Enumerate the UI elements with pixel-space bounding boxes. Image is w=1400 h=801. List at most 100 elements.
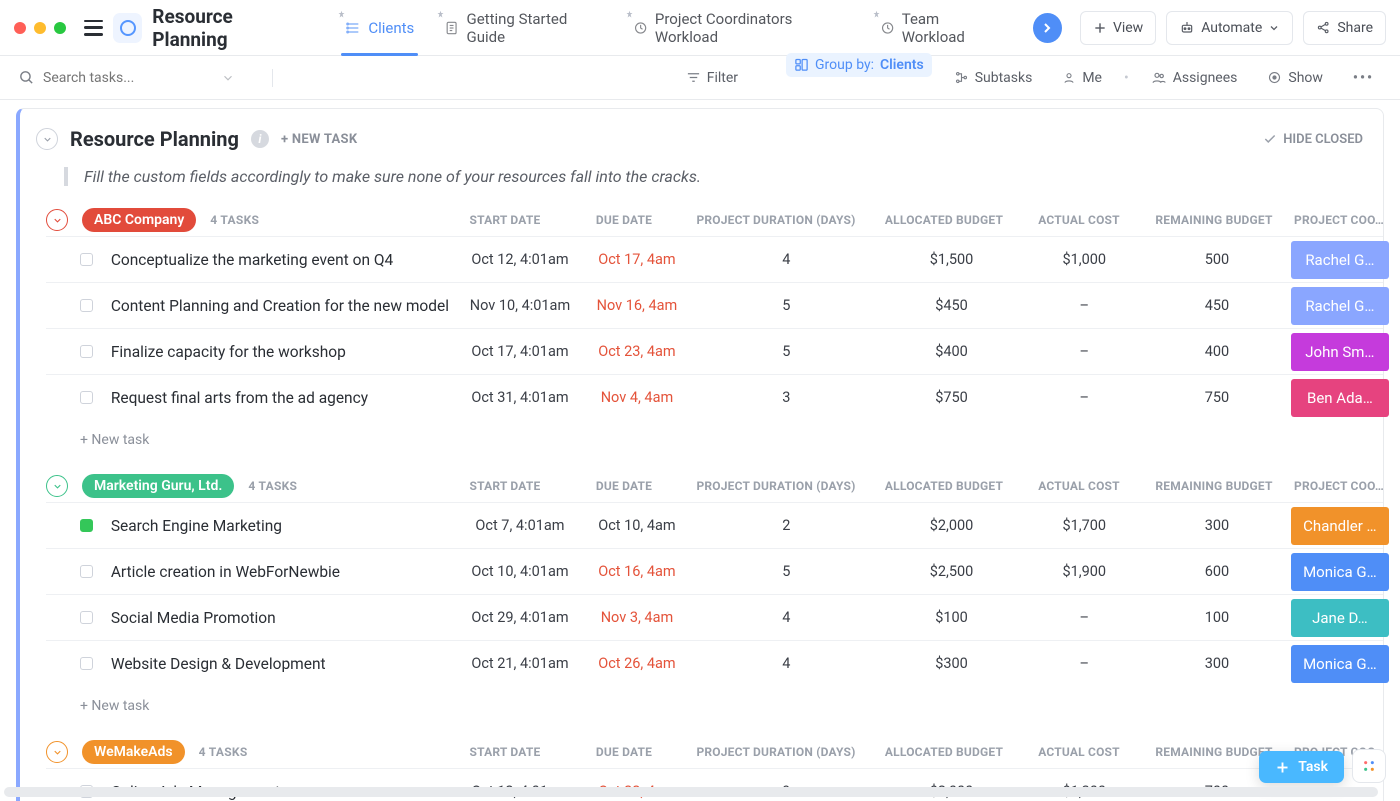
space-icon[interactable] xyxy=(113,13,142,43)
duration-cell[interactable]: 4 xyxy=(695,647,878,680)
assignees-button[interactable]: Assignees xyxy=(1143,66,1246,90)
column-header[interactable]: DUE DATE xyxy=(565,479,683,493)
task-row[interactable]: Search Engine MarketingOct 7, 4:01amOct … xyxy=(46,502,1383,548)
actual-cost-cell[interactable]: – xyxy=(1025,647,1143,680)
remaining-budget-cell[interactable]: 300 xyxy=(1143,647,1290,680)
column-header[interactable]: REMAINING BUDGET xyxy=(1139,479,1289,493)
next-view-button[interactable] xyxy=(1033,13,1062,43)
actual-cost-cell[interactable]: – xyxy=(1025,289,1143,322)
client-pill[interactable]: ABC Company xyxy=(82,208,196,232)
start-date-cell[interactable]: Oct 31, 4:01am xyxy=(461,381,579,414)
collapse-list-button[interactable] xyxy=(36,128,58,150)
hide-closed-button[interactable]: HIDE CLOSED xyxy=(1263,132,1363,147)
search-input[interactable] xyxy=(43,70,213,86)
task-name[interactable]: Article creation in WebForNewbie xyxy=(111,563,461,581)
coordinator-cell[interactable]: Jane D… xyxy=(1291,599,1389,637)
me-button[interactable]: Me xyxy=(1054,66,1110,90)
task-row[interactable]: Conceptualize the marketing event on Q4O… xyxy=(46,236,1383,282)
coordinator-chip[interactable]: Rachel G… xyxy=(1291,241,1389,279)
column-header[interactable]: PROJECT DURATION (DAYS) xyxy=(683,745,869,759)
allocated-budget-cell[interactable]: $1,500 xyxy=(878,243,1025,276)
collapse-group-button[interactable] xyxy=(46,475,68,497)
column-header[interactable]: ALLOCATED BUDGET xyxy=(869,745,1019,759)
task-row[interactable]: Finalize capacity for the workshopOct 17… xyxy=(46,328,1383,374)
allocated-budget-cell[interactable]: $300 xyxy=(878,647,1025,680)
coordinator-chip[interactable]: John Sm… xyxy=(1291,333,1389,371)
actual-cost-cell[interactable]: $1,900 xyxy=(1025,555,1143,588)
collapse-group-button[interactable] xyxy=(46,741,68,763)
status-checkbox[interactable] xyxy=(80,345,93,358)
status-checkbox[interactable] xyxy=(80,253,93,266)
column-header[interactable]: PROJECT DURATION (DAYS) xyxy=(683,479,869,493)
hamburger-icon[interactable] xyxy=(84,20,103,36)
tab-project-coordinators-workload[interactable]: Project Coordinators Workload xyxy=(619,0,864,56)
column-header[interactable]: ACTUAL COST xyxy=(1019,213,1139,227)
column-header[interactable]: PROJECT COO… xyxy=(1289,479,1389,493)
actual-cost-cell[interactable]: – xyxy=(1025,601,1143,634)
start-date-cell[interactable]: Oct 21, 4:01am xyxy=(461,647,579,680)
start-date-cell[interactable]: Oct 29, 4:01am xyxy=(461,601,579,634)
remaining-budget-cell[interactable]: 500 xyxy=(1143,243,1290,276)
coordinator-cell[interactable]: Monica G… xyxy=(1291,645,1389,683)
remaining-budget-cell[interactable]: 750 xyxy=(1143,381,1290,414)
due-date-cell[interactable]: Nov 4, 4am xyxy=(579,381,695,414)
close-window-icon[interactable] xyxy=(14,22,26,34)
coordinator-cell[interactable]: Ben Ada… xyxy=(1291,379,1389,417)
allocated-budget-cell[interactable]: $2,000 xyxy=(878,509,1025,542)
collapse-group-button[interactable] xyxy=(46,209,68,231)
column-header[interactable]: ALLOCATED BUDGET xyxy=(869,479,1019,493)
task-row[interactable]: Website Design & DevelopmentOct 21, 4:01… xyxy=(46,640,1383,686)
allocated-budget-cell[interactable]: $750 xyxy=(878,381,1025,414)
start-date-cell[interactable]: Oct 17, 4:01am xyxy=(461,335,579,368)
column-header[interactable]: ALLOCATED BUDGET xyxy=(869,213,1019,227)
new-task-link[interactable]: + NEW TASK xyxy=(281,132,357,147)
add-task-row[interactable]: + New task xyxy=(46,420,1383,448)
tab-team-workload[interactable]: Team Workload xyxy=(866,0,1015,56)
column-header[interactable]: PROJECT DURATION (DAYS) xyxy=(683,213,869,227)
due-date-cell[interactable]: Oct 17, 4am xyxy=(579,243,695,276)
filter-button[interactable]: Filter xyxy=(678,66,746,90)
due-date-cell[interactable]: Nov 16, 4am xyxy=(579,289,695,322)
column-header[interactable]: DUE DATE xyxy=(565,213,683,227)
task-name[interactable]: Website Design & Development xyxy=(111,655,461,673)
task-name[interactable]: Content Planning and Creation for the ne… xyxy=(111,297,461,315)
start-date-cell[interactable]: Oct 12, 4:01am xyxy=(461,243,579,276)
due-date-cell[interactable]: Oct 10, 4am xyxy=(579,509,695,542)
remaining-budget-cell[interactable]: 300 xyxy=(1143,509,1290,542)
column-header[interactable]: ACTUAL COST xyxy=(1019,479,1139,493)
task-name[interactable]: Social Media Promotion xyxy=(111,609,461,627)
coordinator-chip[interactable]: Monica G… xyxy=(1291,645,1389,683)
duration-cell[interactable]: 4 xyxy=(695,601,878,634)
allocated-budget-cell[interactable]: $450 xyxy=(878,289,1025,322)
info-icon[interactable]: i xyxy=(251,130,269,148)
coordinator-cell[interactable]: Chandler … xyxy=(1291,507,1389,545)
remaining-budget-cell[interactable]: 450 xyxy=(1143,289,1290,322)
status-checkbox[interactable] xyxy=(80,611,93,624)
allocated-budget-cell[interactable]: $100 xyxy=(878,601,1025,634)
status-checkbox[interactable] xyxy=(80,565,93,578)
task-row[interactable]: Content Planning and Creation for the ne… xyxy=(46,282,1383,328)
column-header[interactable]: PROJECT COO… xyxy=(1289,213,1389,227)
column-header[interactable]: START DATE xyxy=(445,479,565,493)
actual-cost-cell[interactable]: $1,700 xyxy=(1025,509,1143,542)
task-row[interactable]: Request final arts from the ad agencyOct… xyxy=(46,374,1383,420)
column-header[interactable]: ACTUAL COST xyxy=(1019,745,1139,759)
allocated-budget-cell[interactable]: $2,500 xyxy=(878,555,1025,588)
content-scroll[interactable]: Resource Planning i + NEW TASK HIDE CLOS… xyxy=(0,100,1400,801)
coordinator-chip[interactable]: Monica G… xyxy=(1291,553,1389,591)
show-button[interactable]: Show xyxy=(1259,66,1331,90)
create-task-fab[interactable]: Task xyxy=(1259,751,1344,783)
duration-cell[interactable]: 5 xyxy=(695,555,878,588)
status-checkbox[interactable] xyxy=(80,519,93,532)
minimize-window-icon[interactable] xyxy=(34,22,46,34)
coordinator-chip[interactable]: Rachel G… xyxy=(1291,287,1389,325)
actual-cost-cell[interactable]: $1,000 xyxy=(1025,243,1143,276)
column-header[interactable]: DUE DATE xyxy=(565,745,683,759)
task-name[interactable]: Search Engine Marketing xyxy=(111,517,461,535)
task-row[interactable]: Social Media PromotionOct 29, 4:01amNov … xyxy=(46,594,1383,640)
coordinator-cell[interactable]: Rachel G… xyxy=(1291,241,1389,279)
remaining-budget-cell[interactable]: 600 xyxy=(1143,555,1290,588)
client-pill[interactable]: Marketing Guru, Ltd. xyxy=(82,474,234,498)
coordinator-cell[interactable]: John Sm… xyxy=(1291,333,1389,371)
task-name[interactable]: Finalize capacity for the workshop xyxy=(111,343,461,361)
